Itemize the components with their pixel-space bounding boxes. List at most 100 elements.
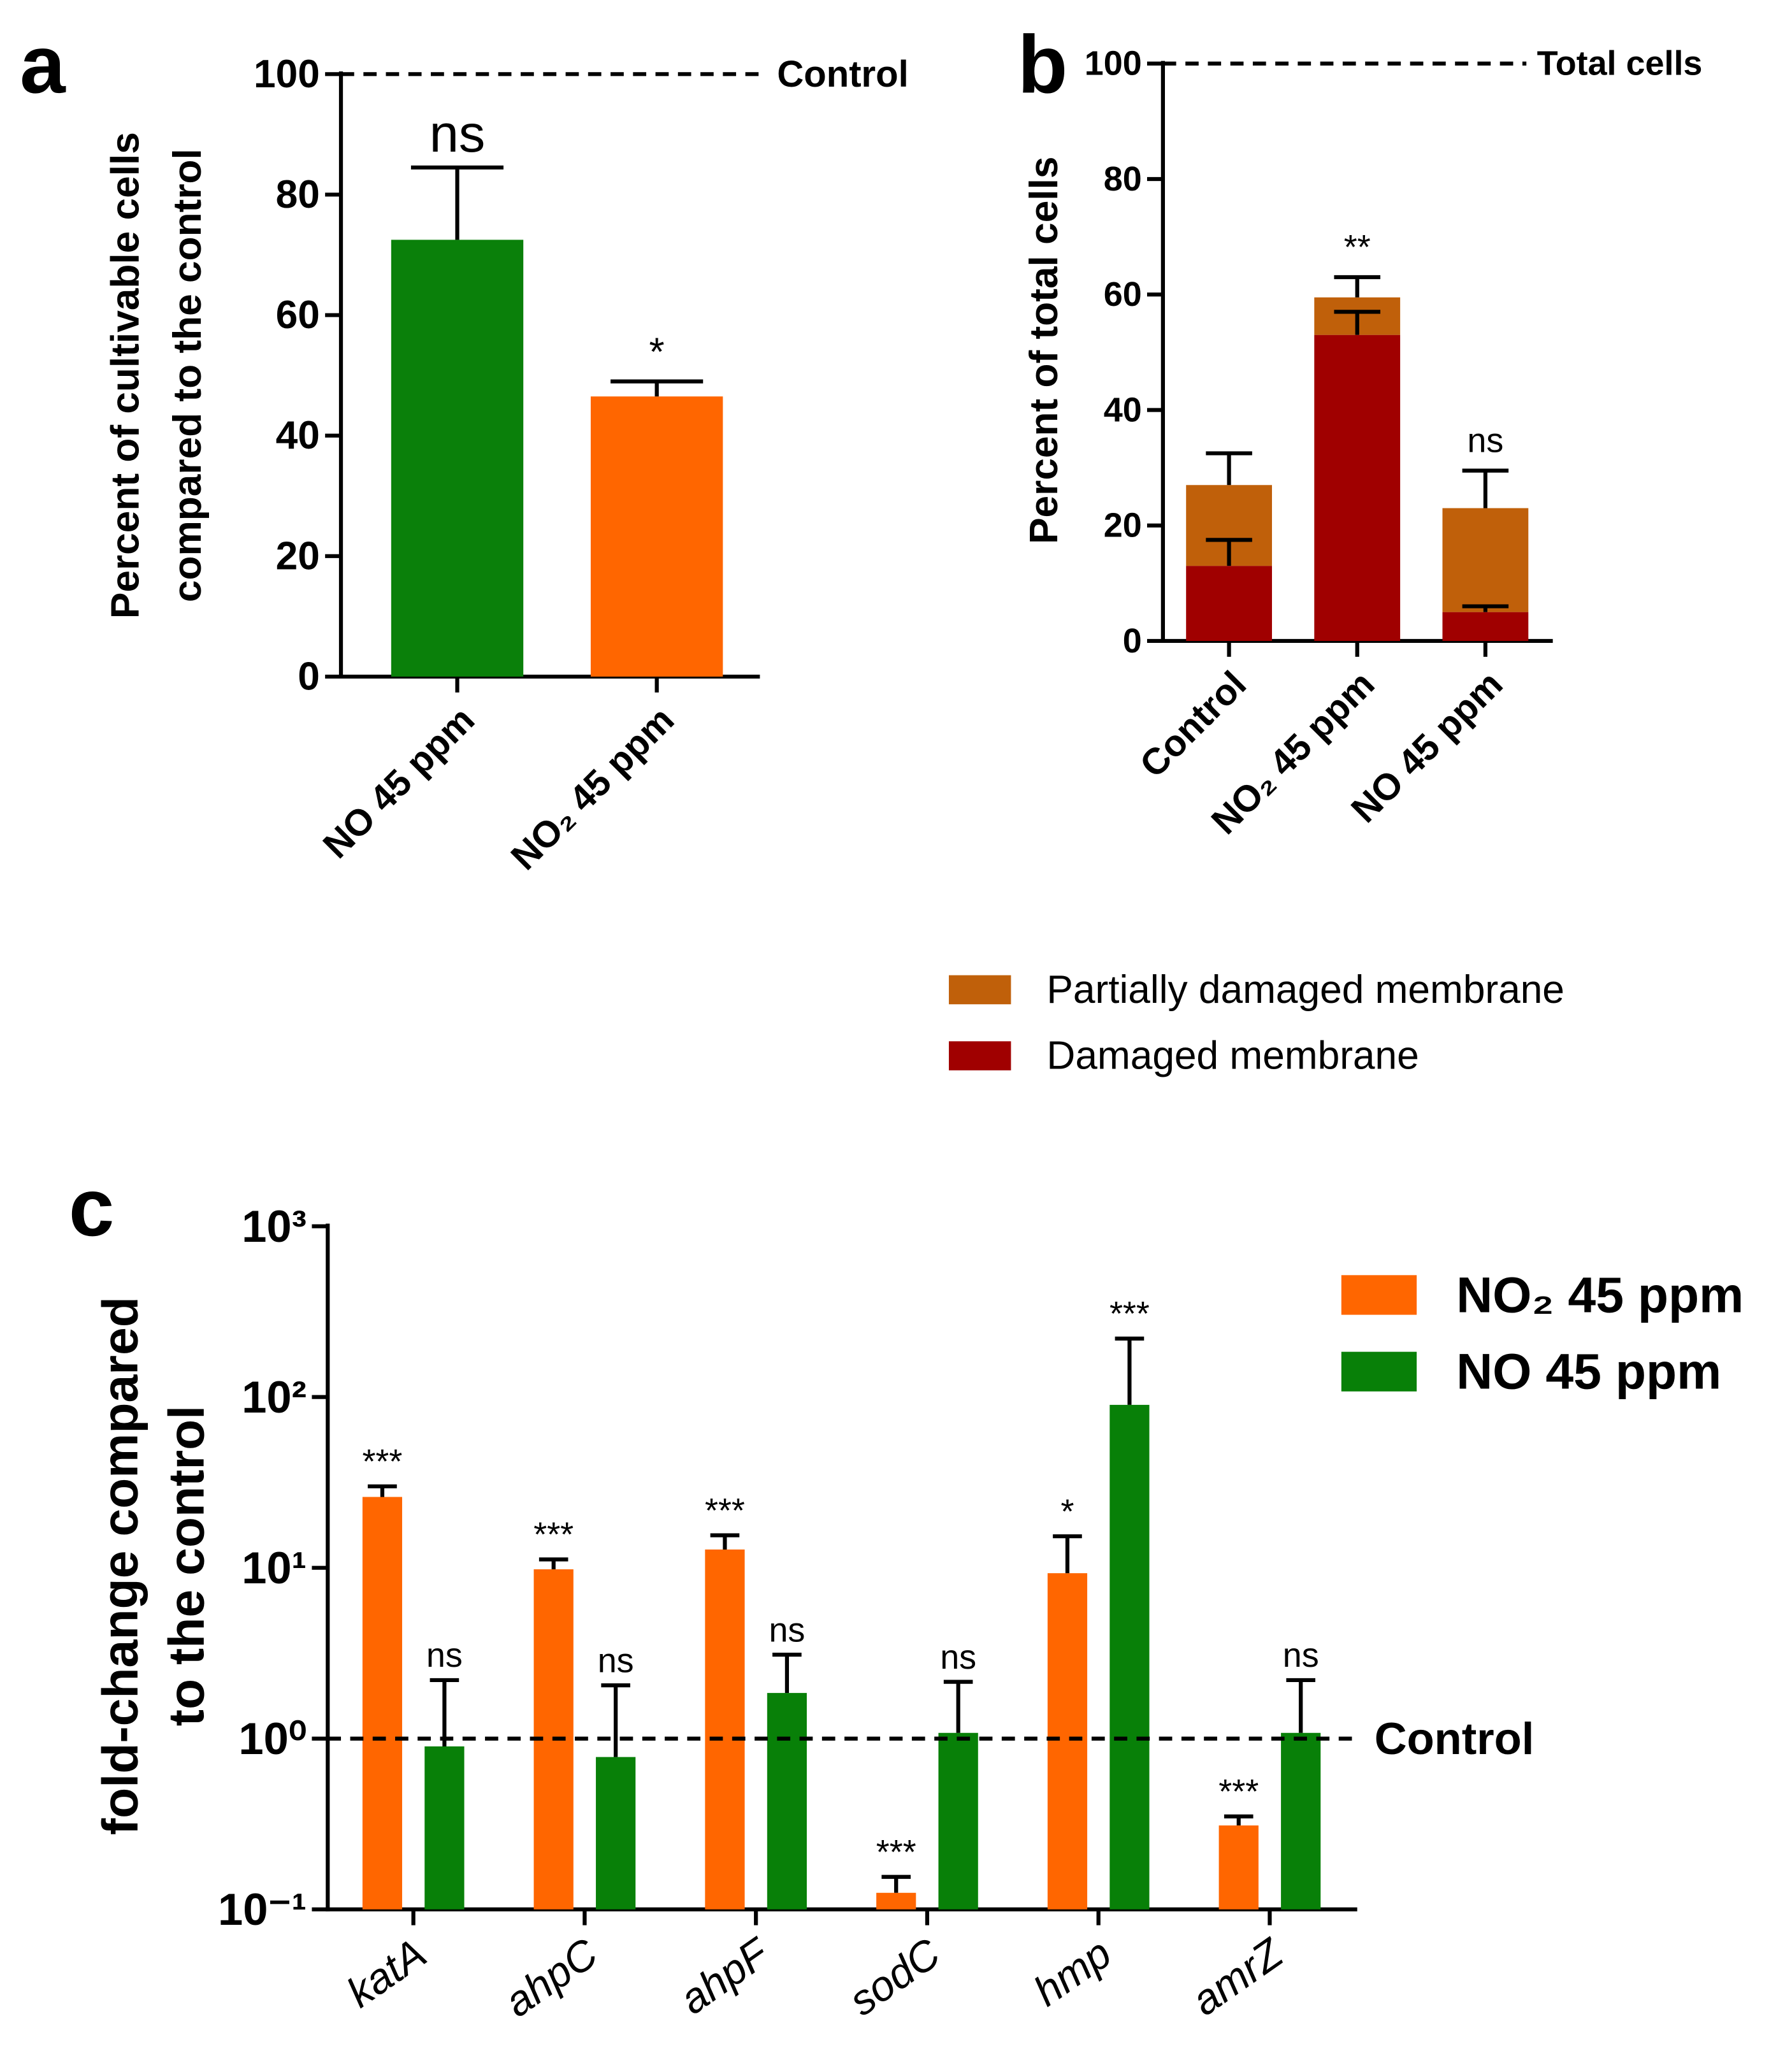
annotation: * bbox=[649, 331, 665, 375]
legend-swatch bbox=[948, 1041, 1011, 1070]
annotation: *** bbox=[1109, 1295, 1150, 1333]
y-tick-label: 0 bbox=[298, 654, 320, 698]
legend-swatch bbox=[1341, 1275, 1417, 1315]
bar bbox=[590, 396, 723, 677]
annotation: ns bbox=[430, 104, 486, 163]
error-bar bbox=[538, 1557, 568, 1570]
panel-letter: a bbox=[20, 19, 66, 110]
error-bar bbox=[1286, 1678, 1315, 1733]
error-bar bbox=[368, 1484, 397, 1497]
error-bar bbox=[1462, 468, 1509, 508]
error-bar bbox=[430, 1678, 459, 1746]
bar bbox=[1281, 1732, 1321, 1910]
y-axis-label: to the control bbox=[158, 1406, 214, 1726]
error-bar bbox=[410, 165, 504, 240]
error-bar bbox=[1053, 1534, 1082, 1574]
annotation: *** bbox=[705, 1492, 745, 1530]
y-axis-label: Percent of total cells bbox=[1022, 157, 1066, 544]
panel-letter: c bbox=[69, 1162, 115, 1253]
y-tick-label: 10⁻¹ bbox=[218, 1884, 307, 1934]
bar bbox=[362, 1497, 403, 1910]
panel-letter: b bbox=[1018, 19, 1068, 110]
bar-segment bbox=[1442, 612, 1529, 641]
reference-label: Control bbox=[1375, 1713, 1535, 1764]
y-tick-label: 20 bbox=[1104, 507, 1142, 545]
annotation: *** bbox=[362, 1442, 402, 1481]
error-bar bbox=[1334, 275, 1381, 298]
annotation: ns bbox=[1467, 422, 1503, 460]
bar bbox=[1109, 1404, 1150, 1910]
y-tick-label: 80 bbox=[276, 173, 320, 217]
y-tick-label: 60 bbox=[1104, 275, 1142, 313]
x-tick-label: amrZ bbox=[1183, 1929, 1292, 2025]
annotation: ns bbox=[940, 1638, 976, 1676]
bar bbox=[876, 1892, 916, 1910]
error-bar bbox=[881, 1874, 911, 1893]
x-tick-label: katA bbox=[338, 1930, 435, 2017]
annotation: ns bbox=[769, 1611, 805, 1649]
error-bar bbox=[710, 1533, 740, 1550]
error-bar bbox=[1206, 451, 1252, 486]
y-tick-label: 100 bbox=[254, 52, 320, 96]
y-tick-label: 40 bbox=[276, 414, 320, 457]
y-tick-label: 80 bbox=[1104, 160, 1142, 198]
bar-segment bbox=[1442, 508, 1529, 612]
x-tick-label: NO 45 ppm bbox=[315, 699, 482, 867]
y-tick-label: 20 bbox=[276, 534, 320, 578]
x-tick-label: NO₂ 45 ppm bbox=[503, 699, 682, 878]
error-bar bbox=[1115, 1336, 1145, 1405]
bar bbox=[1218, 1825, 1259, 1910]
x-tick-label: Control bbox=[1132, 663, 1254, 786]
y-axis-label: fold-change compared bbox=[92, 1297, 148, 1835]
bar bbox=[596, 1757, 636, 1910]
y-tick-label: 10¹ bbox=[242, 1543, 307, 1593]
y-tick-label: 10⁰ bbox=[238, 1713, 307, 1764]
error-bar bbox=[601, 1683, 630, 1757]
y-axis-label: compared to the control bbox=[166, 148, 210, 602]
error-bar bbox=[943, 1680, 973, 1733]
annotation: ns bbox=[598, 1641, 634, 1680]
x-tick-label: hmp bbox=[1025, 1930, 1120, 2016]
y-tick-label: 10³ bbox=[242, 1201, 307, 1251]
annotation: * bbox=[1060, 1492, 1074, 1530]
bar bbox=[767, 1693, 807, 1910]
bar bbox=[391, 240, 524, 677]
annotation: ** bbox=[1344, 228, 1371, 266]
annotation: ns bbox=[1283, 1636, 1319, 1674]
y-tick-label: 60 bbox=[276, 293, 320, 337]
bar-segment bbox=[1186, 566, 1272, 641]
legend-label: NO₂ 45 ppm bbox=[1456, 1267, 1744, 1323]
legend-swatch bbox=[1341, 1351, 1417, 1392]
error-bar bbox=[1206, 538, 1252, 566]
y-tick-label: 100 bbox=[1085, 45, 1142, 83]
x-tick-label: ahpF bbox=[672, 1929, 779, 2024]
error-bar bbox=[1462, 604, 1509, 612]
y-tick-label: 10² bbox=[242, 1372, 307, 1422]
legend-swatch bbox=[948, 975, 1011, 1005]
x-tick-label: ahpC bbox=[496, 1929, 607, 2026]
y-tick-label: 0 bbox=[1123, 622, 1142, 660]
reference-label: Control bbox=[777, 54, 908, 95]
annotation: *** bbox=[533, 1516, 574, 1554]
x-tick-label: sodC bbox=[841, 1929, 949, 2025]
bar bbox=[938, 1732, 978, 1910]
y-axis-label: Percent of cultivable cells bbox=[104, 132, 148, 619]
error-bar bbox=[611, 379, 704, 397]
bar bbox=[705, 1549, 745, 1910]
reference-label: Total cells bbox=[1537, 45, 1703, 83]
annotation: ns bbox=[426, 1636, 463, 1674]
legend-label: Damaged membrane bbox=[1046, 1034, 1419, 1078]
legend-label: Partially damaged membrane bbox=[1046, 968, 1564, 1012]
bar bbox=[1047, 1573, 1088, 1910]
annotation: *** bbox=[1218, 1773, 1259, 1811]
legend-label: NO 45 ppm bbox=[1456, 1344, 1721, 1400]
y-tick-label: 40 bbox=[1104, 391, 1142, 429]
annotation: *** bbox=[876, 1833, 916, 1871]
bar bbox=[424, 1746, 465, 1910]
bar-segment bbox=[1314, 335, 1401, 641]
error-bar bbox=[1334, 310, 1381, 335]
error-bar bbox=[1224, 1814, 1254, 1826]
error-bar bbox=[772, 1652, 802, 1694]
